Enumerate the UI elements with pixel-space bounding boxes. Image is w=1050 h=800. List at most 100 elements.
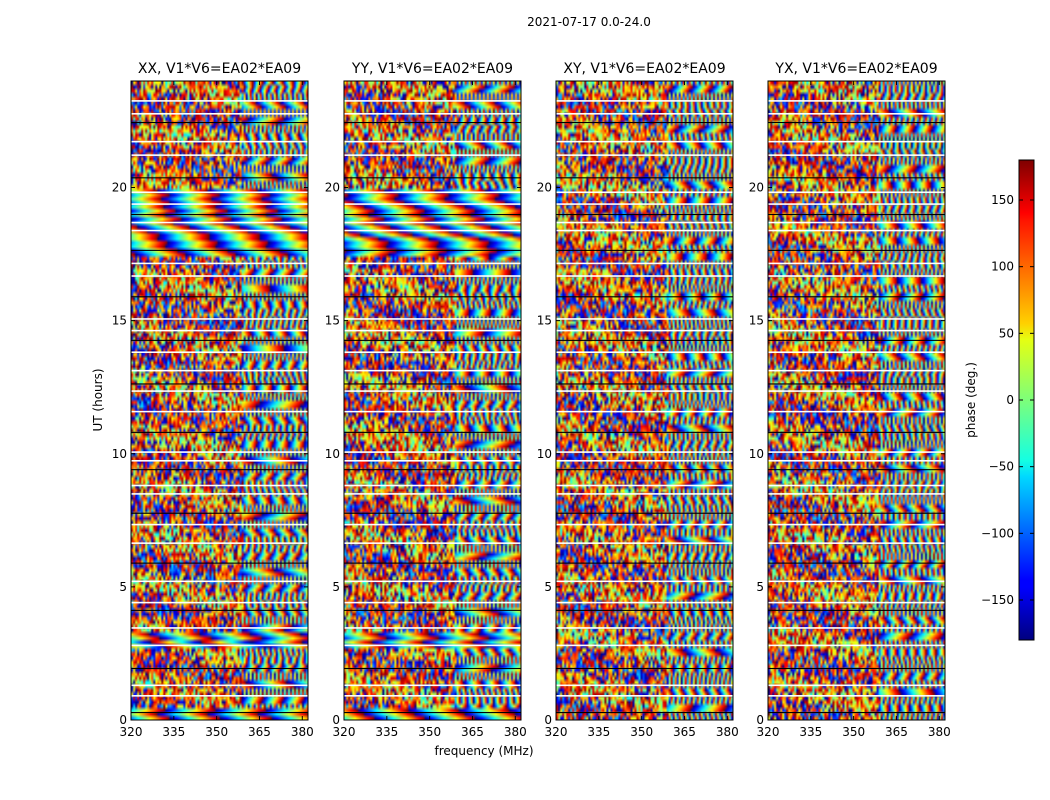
data-gap <box>768 459 945 462</box>
data-gap <box>556 493 733 495</box>
panel-4: YX, V1*V6=EA02*EA09 320 335 350 365 380 0 5 10 15… <box>749 61 951 739</box>
y-tick-label: 0 <box>756 713 764 727</box>
data-gap <box>131 275 308 277</box>
flag-line <box>556 249 733 251</box>
data-gap <box>768 523 945 526</box>
data-gap <box>768 351 945 354</box>
phase-raster <box>344 81 521 720</box>
colorbar: 150 100 50 0 −50 −100 −150 <box>981 159 1035 641</box>
flag-line <box>131 667 308 670</box>
panel-title: XX, V1*V6=EA02*EA09 <box>138 61 301 77</box>
x-tick-label: 350 <box>842 725 865 739</box>
data-gap <box>768 191 945 194</box>
flag-line <box>131 249 308 251</box>
data-gap <box>768 275 945 277</box>
flag-line <box>344 249 521 251</box>
colorbar-tick-label: 150 <box>991 193 1014 207</box>
flag-line <box>768 712 945 714</box>
y-tick-label: 10 <box>749 447 764 461</box>
flag-line <box>768 512 945 514</box>
data-gap <box>556 410 733 413</box>
data-gap <box>131 221 308 224</box>
x-tick-label: 320 <box>757 725 780 739</box>
flag-line <box>768 122 945 124</box>
y-tick-label: 20 <box>749 181 764 195</box>
data-gap <box>344 203 521 205</box>
panels: XX, V1*V6=EA02*EA09 320 335 350 365 380 0 5 10 15… <box>112 61 951 739</box>
data-gap <box>556 684 733 687</box>
flag-line <box>131 177 308 179</box>
data-gap <box>556 329 733 332</box>
data-gap <box>344 221 521 224</box>
flag-line <box>768 562 945 564</box>
panel-title: YY, V1*V6=EA02*EA09 <box>351 61 513 77</box>
data-gap <box>556 601 733 604</box>
flag-line <box>556 383 733 385</box>
x-tick-label: 320 <box>120 725 143 739</box>
x-tick-label: 335 <box>162 725 185 739</box>
data-gap <box>131 601 308 604</box>
data-gap <box>131 191 308 194</box>
data-gap <box>131 451 308 453</box>
data-gap <box>131 390 308 392</box>
x-tick-label: 365 <box>461 725 484 739</box>
colorbar-tick-label: 50 <box>999 326 1014 340</box>
data-gap <box>131 493 308 495</box>
data-gap <box>556 580 733 583</box>
panel-frame <box>767 80 946 721</box>
flag-line <box>131 609 308 611</box>
flag-line <box>344 339 521 341</box>
data-gap <box>556 351 733 354</box>
flag-line <box>344 214 521 216</box>
data-gap <box>556 318 733 320</box>
x-tick-label: 365 <box>673 725 696 739</box>
y-tick-label: 20 <box>325 181 340 195</box>
data-gap <box>768 229 945 232</box>
flag-line <box>556 667 733 670</box>
flag-line <box>344 609 521 611</box>
data-gap <box>556 695 733 697</box>
flag-line <box>131 712 308 714</box>
flag-line <box>768 177 945 179</box>
phase-raster <box>131 81 308 720</box>
data-gap <box>131 684 308 687</box>
data-gap <box>556 459 733 462</box>
data-gap <box>344 484 521 487</box>
data-gap <box>131 695 308 697</box>
x-axis-label: frequency (MHz) <box>434 744 533 758</box>
flag-line <box>131 296 308 298</box>
data-gap <box>556 191 733 194</box>
data-gap <box>131 113 308 115</box>
data-gap <box>131 154 308 156</box>
data-gap <box>556 644 733 647</box>
data-gap <box>344 695 521 697</box>
data-gap <box>344 191 521 194</box>
data-gap <box>344 329 521 332</box>
data-gap <box>344 542 521 544</box>
data-gap <box>556 229 733 232</box>
flag-line <box>768 667 945 670</box>
y-tick-label: 20 <box>112 181 127 195</box>
panel-title: YX, V1*V6=EA02*EA09 <box>774 61 937 77</box>
data-gap <box>768 113 945 115</box>
data-gap <box>344 140 521 143</box>
flag-line <box>556 177 733 179</box>
data-gap <box>344 229 521 232</box>
panel-frame <box>130 80 309 721</box>
data-gap <box>344 262 521 265</box>
flag-line <box>344 431 521 433</box>
y-tick-label: 5 <box>544 580 552 594</box>
flag-line <box>344 177 521 179</box>
flag-line <box>344 383 521 385</box>
flag-line <box>344 562 521 564</box>
flag-line <box>768 296 945 298</box>
y-tick-label: 15 <box>325 314 340 328</box>
data-gap <box>344 459 521 462</box>
data-gap <box>344 351 521 354</box>
flag-line <box>344 667 521 670</box>
y-tick-label: 10 <box>537 447 552 461</box>
x-tick-label: 380 <box>716 725 739 739</box>
x-tick-label: 350 <box>630 725 653 739</box>
flag-line <box>344 512 521 514</box>
data-gap <box>131 627 308 629</box>
